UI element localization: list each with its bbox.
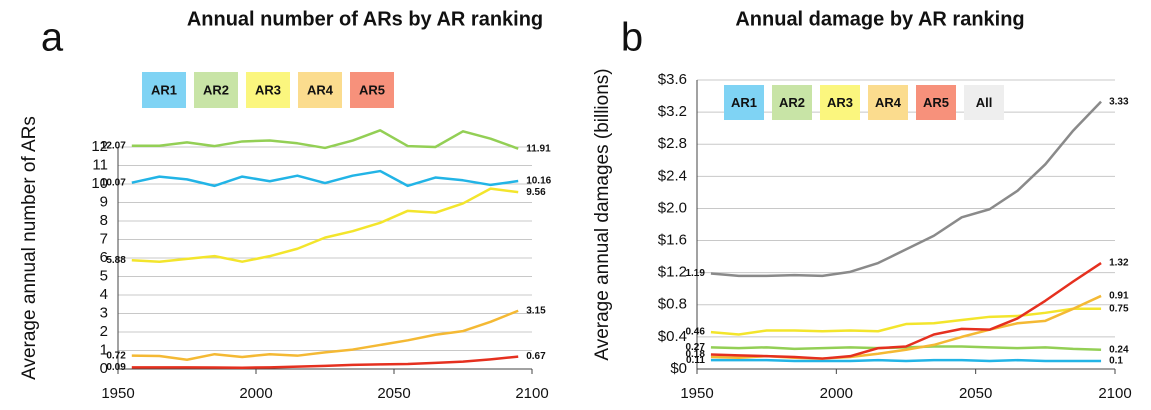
series-line <box>710 261 1102 360</box>
value-label: 3.15 <box>526 305 546 316</box>
value-label: 0.11 <box>686 355 705 366</box>
legend-label: AR1 <box>731 95 757 110</box>
legend-label: AR3 <box>255 82 281 97</box>
y-tick-label: $0.8 <box>658 296 687 313</box>
value-label: 10.07 <box>101 177 126 188</box>
legend-swatch <box>142 72 186 108</box>
series-line <box>131 129 519 150</box>
y-axis-title: Average annual damages (billions) <box>592 68 613 360</box>
legend-label: AR5 <box>359 82 385 97</box>
value-label: 9.56 <box>526 187 546 198</box>
value-label: 0.75 <box>1109 303 1129 314</box>
series-line <box>131 169 519 188</box>
legend-label: AR5 <box>923 95 949 110</box>
value-label: 3.33 <box>1109 96 1129 107</box>
legend-swatch <box>868 85 908 120</box>
y-tick-label: $2.4 <box>658 167 687 184</box>
x-tick-label: 2050 <box>959 385 992 402</box>
value-label: 1.32 <box>1109 258 1129 269</box>
legend-swatch <box>724 85 764 120</box>
value-label: 0.72 <box>106 350 126 361</box>
legend-label: AR4 <box>307 82 334 97</box>
x-tick-label: 2000 <box>820 385 853 402</box>
y-tick-label: $0.4 <box>658 328 687 345</box>
legend-swatch <box>194 72 238 108</box>
value-label: 0.46 <box>685 327 705 338</box>
y-tick-label: 7 <box>100 230 108 247</box>
x-tick-label: 2000 <box>239 385 272 402</box>
value-label: 12.07 <box>101 140 126 151</box>
y-tick-label: 11 <box>92 156 108 173</box>
value-label: 0.18 <box>685 349 705 360</box>
y-tick-label: $3.2 <box>658 103 687 120</box>
chart-title: Annual number of ARs by AR ranking <box>187 8 543 30</box>
panel-label: a <box>41 16 64 60</box>
y-tick-label: 3 <box>100 304 108 321</box>
series-line <box>710 307 1102 336</box>
legend-label: AR1 <box>151 82 177 97</box>
panel-label: b <box>621 16 643 60</box>
series-line <box>710 294 1102 360</box>
y-tick-label: $3.6 <box>658 71 687 88</box>
legend-label: AR4 <box>875 95 902 110</box>
value-label: 0.27 <box>685 342 705 353</box>
value-label: 0.91 <box>1109 291 1129 302</box>
series-line <box>131 355 519 369</box>
y-tick-label: $2.8 <box>658 135 687 152</box>
legend-swatch <box>964 85 1004 120</box>
y-tick-label: 4 <box>100 286 108 303</box>
x-tick-label: 2050 <box>377 385 410 402</box>
y-axis-title: Average annual number of ARs <box>19 116 40 380</box>
value-label: 0.24 <box>1109 344 1129 355</box>
legend-label: All <box>976 95 993 110</box>
y-tick-label: $1.2 <box>658 264 687 281</box>
series-line <box>710 358 1102 363</box>
series-line <box>131 187 519 263</box>
value-label: 0.1 <box>1109 356 1123 367</box>
legend-label: AR2 <box>203 82 229 97</box>
series-line <box>710 100 1102 278</box>
value-label: 11.91 <box>526 143 551 154</box>
chart-title: Annual damage by AR ranking <box>735 8 1024 30</box>
x-tick-label: 2100 <box>1098 385 1131 402</box>
y-tick-label: $1.6 <box>658 232 687 249</box>
y-tick-label: 5 <box>100 267 108 284</box>
legend-swatch <box>820 85 860 120</box>
legend-swatch <box>246 72 290 108</box>
x-tick-label: 2100 <box>515 385 548 402</box>
legend-swatch <box>350 72 394 108</box>
legend-label: AR2 <box>779 95 805 110</box>
y-tick-label: 1 <box>100 341 108 358</box>
x-tick-label: 1950 <box>101 385 134 402</box>
y-tick-label: 9 <box>100 193 108 210</box>
value-label: 0.67 <box>526 351 546 362</box>
x-tick-label: 1950 <box>680 385 713 402</box>
y-tick-label: 6 <box>100 249 108 266</box>
value-label: 0.09 <box>106 362 126 373</box>
legend-label: AR3 <box>827 95 853 110</box>
value-label: 5.88 <box>106 255 126 266</box>
value-label: 1.19 <box>685 268 705 279</box>
y-tick-label: $2.0 <box>658 199 687 216</box>
y-tick-label: 2 <box>100 323 108 340</box>
series-line <box>131 309 519 361</box>
legend-swatch <box>298 72 342 108</box>
y-tick-label: 12 <box>91 138 108 155</box>
y-tick-label: 0 <box>100 360 108 377</box>
y-tick-label: $0 <box>670 360 687 377</box>
y-tick-label: 10 <box>91 175 108 192</box>
y-tick-label: 8 <box>100 212 108 229</box>
legend-swatch <box>916 85 956 120</box>
legend-swatch <box>772 85 812 120</box>
value-label: 10.16 <box>526 176 551 187</box>
